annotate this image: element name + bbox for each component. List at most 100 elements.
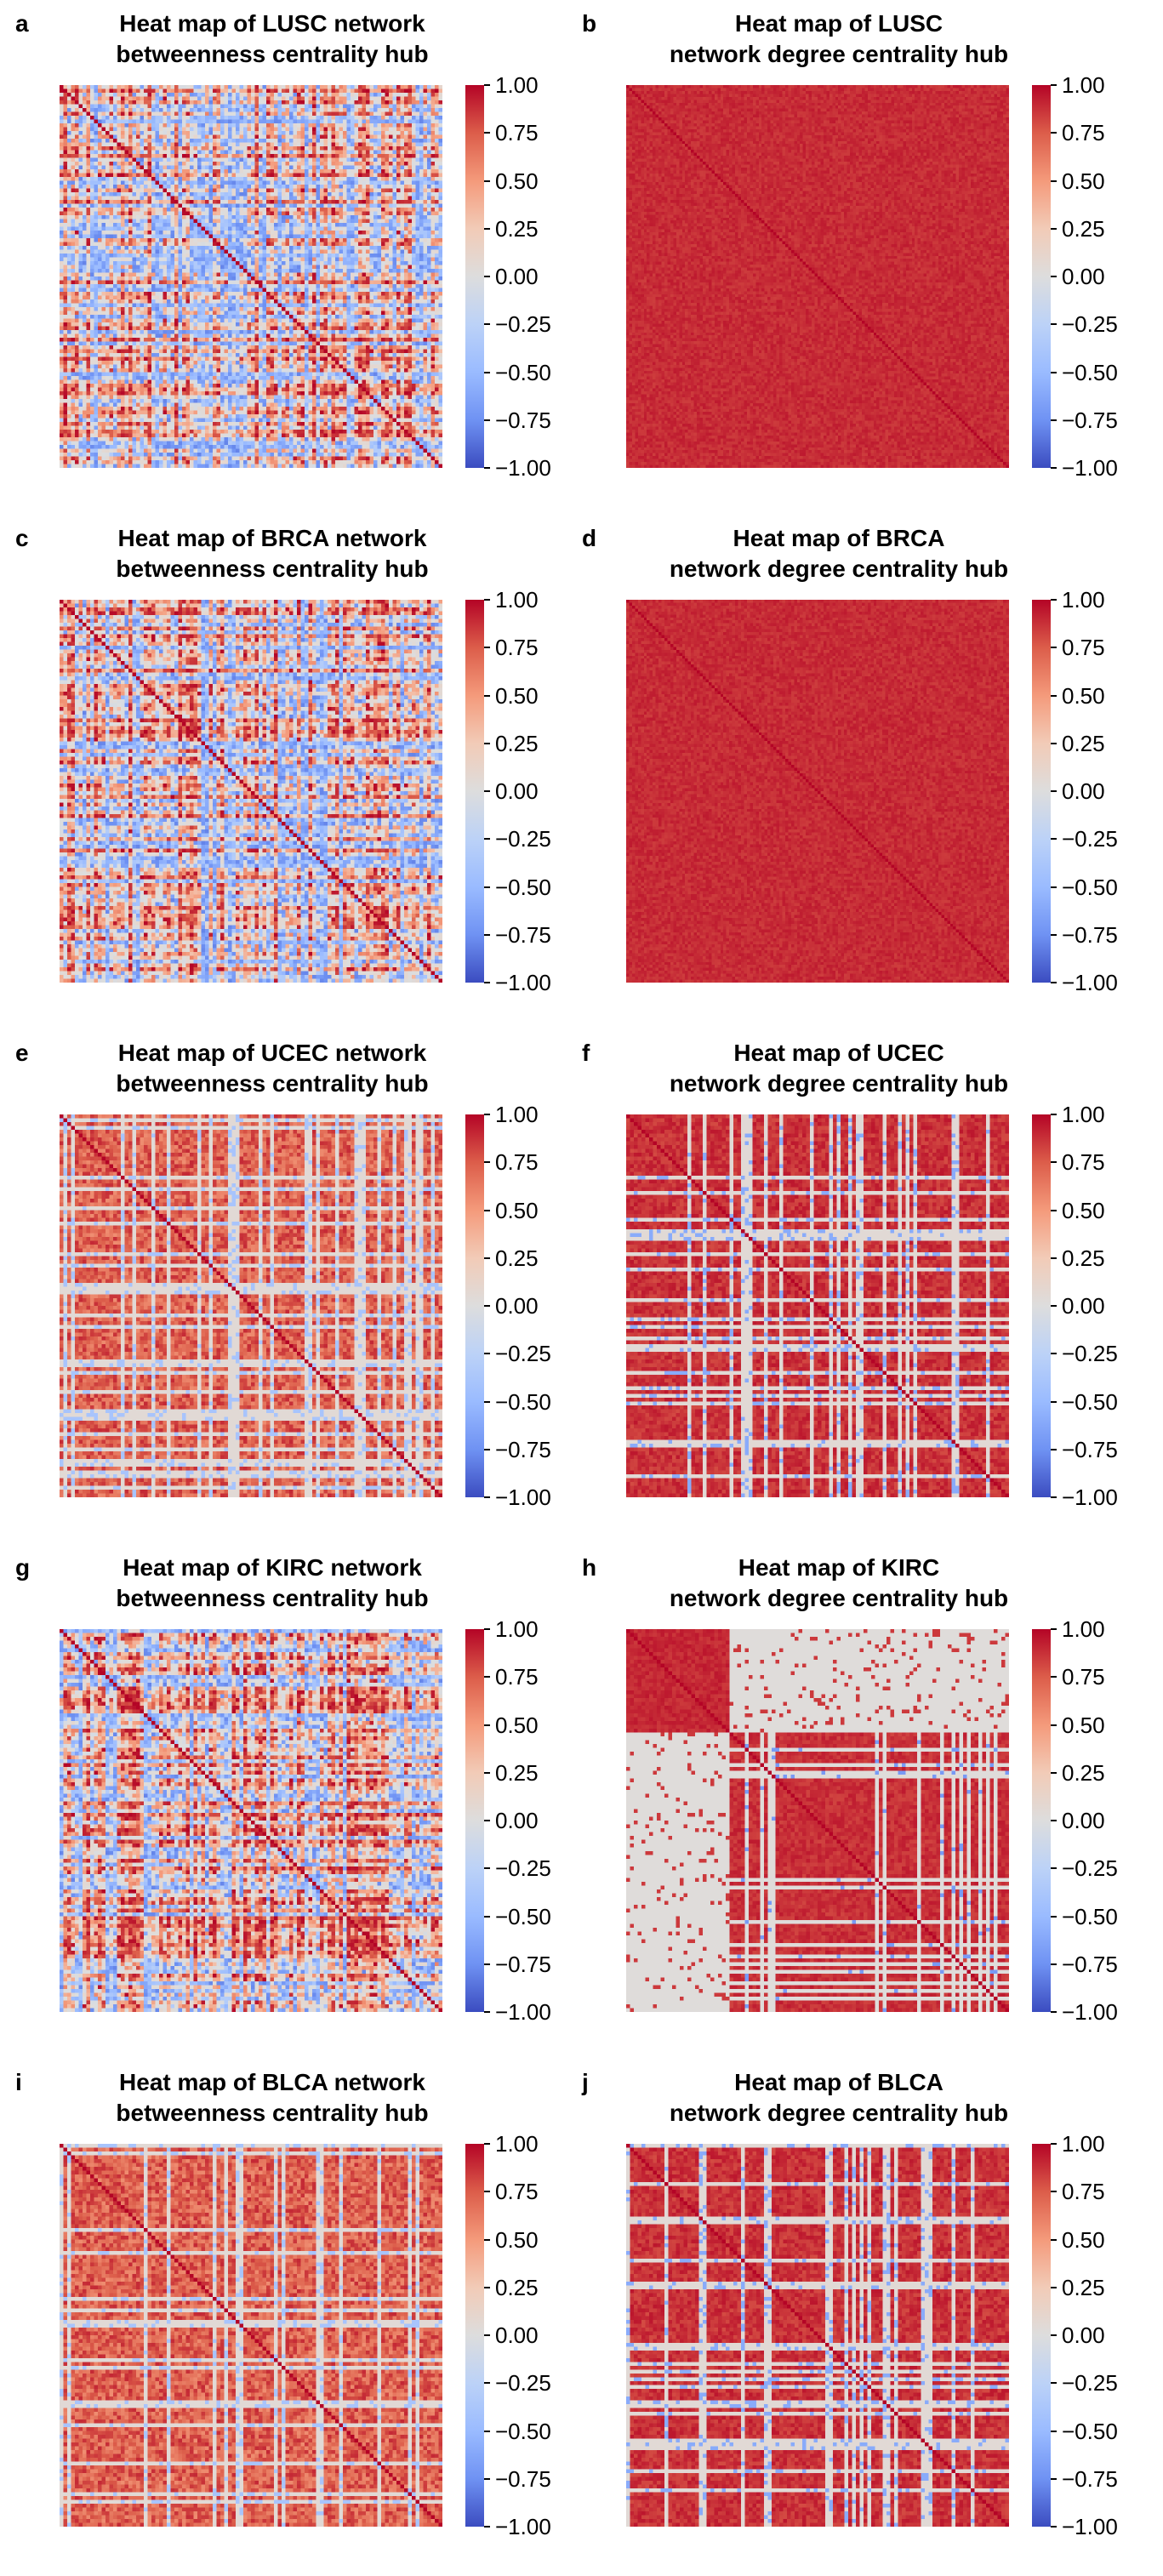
colorbar-tick-label: 0.25 [1062, 1759, 1105, 1786]
colorbar-tick-label: 0.25 [495, 2274, 539, 2300]
colorbar-tick-label: −1.00 [495, 2514, 551, 2539]
title-line-2: network degree centrality hub [669, 1585, 1009, 1611]
colorbar-tick-label: 1.00 [495, 1102, 539, 1127]
colorbar-tick-label: 0.00 [495, 1808, 539, 1833]
colorbar-tick-label: −0.25 [495, 1341, 551, 1367]
colorbar-tick-label: −0.75 [1062, 921, 1118, 948]
colorbar-tick-label: −1.00 [495, 970, 551, 995]
colorbar-tick-label: −0.25 [1062, 1341, 1118, 1367]
colorbar-tick-label: 0.50 [495, 2226, 539, 2253]
colorbar-tick-mark [1051, 1771, 1057, 1774]
colorbar-tick-mark [484, 1724, 490, 1726]
colorbar-tick-mark [484, 323, 490, 326]
colorbar-tick-label: 0.00 [495, 2322, 539, 2348]
title-line-2: betweenness centrality hub [116, 556, 429, 582]
colorbar-tick-mark [484, 1915, 490, 1918]
heatmap-brca-degree [626, 600, 1009, 983]
colorbar-tick-label: −0.50 [495, 1903, 551, 1929]
colorbar-tick-mark [1051, 1448, 1057, 1450]
panel-letter: f [582, 1040, 590, 1066]
panel-letter: d [582, 525, 597, 551]
title-line-1: Heat map of BRCA network [117, 525, 427, 551]
colorbar-tick-label: 0.75 [1062, 120, 1105, 146]
panel-c: c Heat map of BRCA network betweenness c… [0, 515, 581, 1029]
colorbar-tick-mark [1051, 2526, 1057, 2528]
colorbar-tick-mark [1051, 1867, 1057, 1870]
colorbar-tick-label: 0.25 [1062, 215, 1105, 242]
colorbar-tick-label: −0.75 [495, 407, 551, 433]
colorbar-tick-label: −0.75 [495, 2465, 551, 2492]
colorbar-tick-label: 0.50 [495, 1712, 539, 1738]
colorbar-tick-mark [1051, 1161, 1057, 1164]
colorbar-tick-mark [484, 2238, 490, 2241]
colorbar-tick-mark [1051, 467, 1057, 469]
colorbar-tick-mark [1051, 599, 1057, 601]
colorbar-tick-mark [484, 419, 490, 421]
colorbar-tick-label: −0.75 [495, 921, 551, 948]
colorbar-tick-mark [484, 982, 490, 983]
colorbar-tick-label: 0.75 [495, 1664, 539, 1690]
colorbar-tick-mark [484, 371, 490, 373]
colorbar-tick-mark [484, 2526, 490, 2528]
colorbar-tick-mark [484, 1161, 490, 1164]
colorbar-tick-label: 0.50 [1062, 682, 1105, 709]
colorbar-tick-label: −0.25 [495, 2370, 551, 2396]
colorbar-tick-label: 0.50 [1062, 1197, 1105, 1223]
colorbar-tick-label: 1.00 [495, 72, 539, 98]
title-line-2: betweenness centrality hub [116, 1585, 429, 1611]
title-line-1: Heat map of UCEC network [117, 1040, 427, 1066]
colorbar-tick-mark [484, 790, 490, 792]
colorbar-tick-mark [484, 132, 490, 134]
colorbar [465, 1629, 484, 2012]
colorbar-tick-mark [1051, 323, 1057, 326]
colorbar-tick-label: −0.50 [1062, 1388, 1118, 1415]
colorbar [1032, 2144, 1051, 2527]
colorbar-tick-mark [484, 2011, 490, 2013]
colorbar-tick-mark [1051, 1209, 1057, 1211]
panel-h: h Heat map of KIRC network degree centra… [567, 1544, 1148, 2059]
colorbar-tick-label: 0.50 [495, 1197, 539, 1223]
colorbar [1032, 1114, 1051, 1497]
colorbar-tick-label: −0.75 [1062, 1436, 1118, 1462]
colorbar-tick-label: 0.25 [1062, 730, 1105, 756]
colorbar-tick-mark [1051, 694, 1057, 697]
panel-letter: a [15, 10, 29, 37]
title-line-2: network degree centrality hub [669, 1070, 1009, 1097]
heatmap-blca-betweenness [60, 2144, 442, 2527]
colorbar-tick-label: 1.00 [495, 587, 539, 613]
colorbar-tick-mark [484, 227, 490, 230]
colorbar-tick-label: −1.00 [1062, 1999, 1118, 2025]
colorbar-tick-label: −0.50 [1062, 359, 1118, 385]
colorbar-tick-mark [1051, 886, 1057, 888]
colorbar-tick-label: 1.00 [1062, 1616, 1105, 1642]
colorbar-tick-mark [484, 2286, 490, 2288]
colorbar-tick-label: 0.50 [1062, 2226, 1105, 2253]
colorbar-tick-mark [484, 1114, 490, 1115]
panel-letter: g [15, 1554, 31, 1581]
colorbar-tick-mark [1051, 2143, 1057, 2145]
colorbar-tick-mark [484, 180, 490, 182]
heatmap-lusc-degree [626, 85, 1009, 468]
colorbar [465, 85, 484, 468]
title-line-2: betweenness centrality hub [116, 1070, 429, 1097]
panel-title: Heat map of BRCA network betweenness cen… [34, 523, 510, 584]
colorbar-tick-mark [484, 1963, 490, 1965]
colorbar-tick-mark [1051, 2011, 1057, 2013]
title-line-2: network degree centrality hub [669, 556, 1009, 582]
colorbar-tick-label: −1.00 [495, 455, 551, 481]
panel-letter: h [582, 1554, 597, 1581]
colorbar [1032, 85, 1051, 468]
colorbar-tick-mark [484, 276, 490, 277]
title-line-1: Heat map of KIRC network [123, 1554, 422, 1581]
panel-i: i Heat map of BLCA network betweenness c… [0, 2059, 581, 2573]
colorbar-tick-mark [484, 886, 490, 888]
colorbar-tick-label: 0.75 [1062, 1664, 1105, 1690]
colorbar [465, 2144, 484, 2527]
heatmap-blca-degree [626, 2144, 1009, 2527]
colorbar-tick-mark [484, 2143, 490, 2145]
colorbar-tick-mark [484, 2191, 490, 2193]
colorbar-tick-label: 1.00 [1062, 72, 1105, 98]
colorbar-tick-label: −0.50 [495, 874, 551, 900]
colorbar-tick-label: 0.00 [1062, 2322, 1105, 2348]
colorbar-tick-mark [1051, 1676, 1057, 1678]
